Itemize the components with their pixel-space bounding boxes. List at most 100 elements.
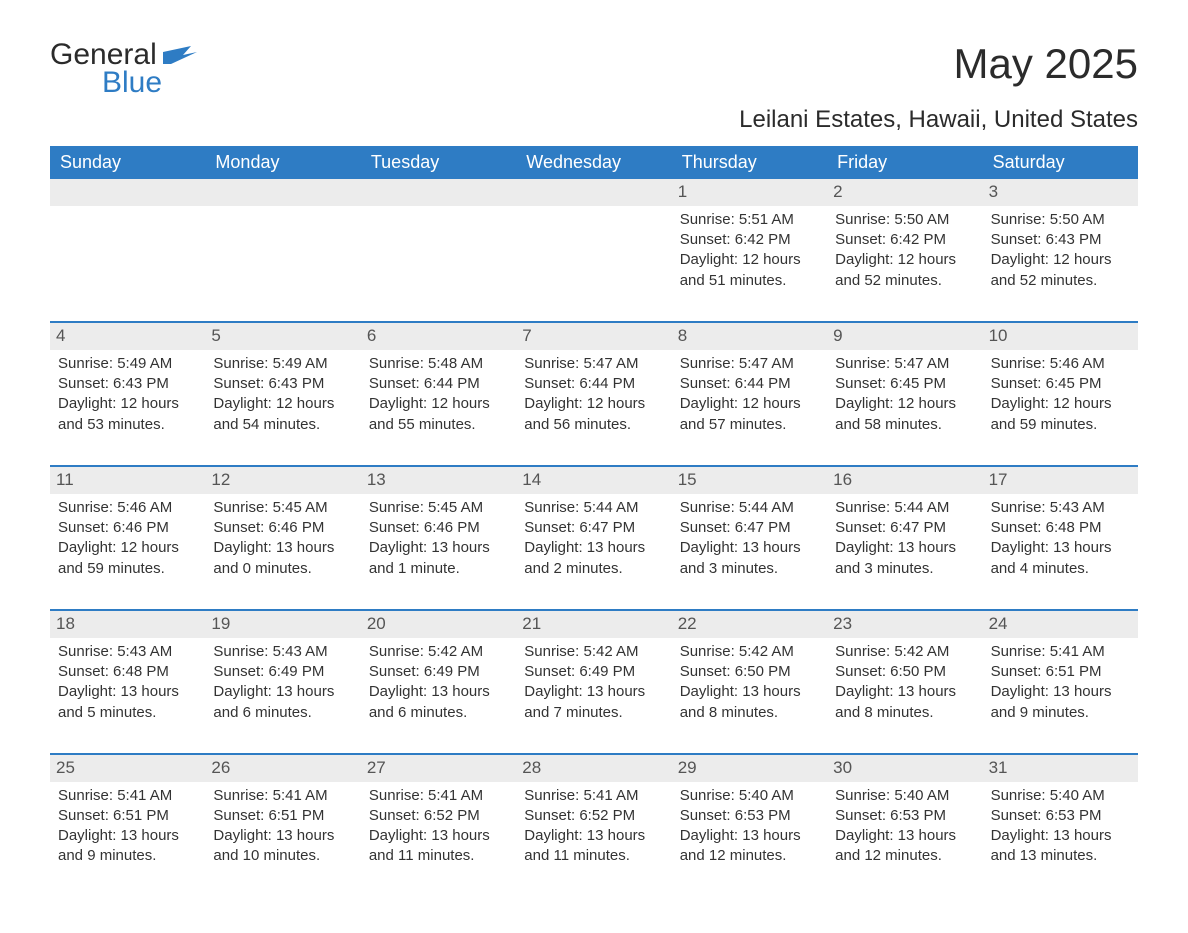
daylight-text: Daylight: 12 hours and 53 minutes. — [58, 394, 197, 435]
day-number: 2 — [827, 179, 982, 206]
daylight-text: Daylight: 13 hours and 12 minutes. — [835, 826, 974, 867]
day-number — [205, 179, 360, 206]
sunrise-text: Sunrise: 5:41 AM — [213, 786, 352, 806]
sunset-text: Sunset: 6:52 PM — [524, 806, 663, 826]
sunrise-text: Sunrise: 5:44 AM — [680, 498, 819, 518]
day-of-week-label: Monday — [205, 146, 360, 179]
sunrise-text: Sunrise: 5:42 AM — [369, 642, 508, 662]
day-of-week-label: Wednesday — [516, 146, 671, 179]
logo-flag-icon — [163, 46, 197, 69]
calendar-day-cell: 8Sunrise: 5:47 AMSunset: 6:44 PMDaylight… — [672, 323, 827, 461]
sunset-text: Sunset: 6:50 PM — [680, 662, 819, 682]
day-number: 15 — [672, 467, 827, 494]
sunset-text: Sunset: 6:51 PM — [213, 806, 352, 826]
sunrise-text: Sunrise: 5:45 AM — [213, 498, 352, 518]
location-subtitle: Leilani Estates, Hawaii, United States — [50, 106, 1138, 134]
sunrise-text: Sunrise: 5:42 AM — [680, 642, 819, 662]
day-number: 14 — [516, 467, 671, 494]
calendar-day-cell: 7Sunrise: 5:47 AMSunset: 6:44 PMDaylight… — [516, 323, 671, 461]
calendar-day-cell: 30Sunrise: 5:40 AMSunset: 6:53 PMDayligh… — [827, 755, 982, 893]
sunrise-text: Sunrise: 5:44 AM — [835, 498, 974, 518]
day-number: 24 — [983, 611, 1138, 638]
sunset-text: Sunset: 6:44 PM — [369, 374, 508, 394]
page-header: General Blue May 2025 — [50, 40, 1138, 100]
calendar-day-cell: 17Sunrise: 5:43 AMSunset: 6:48 PMDayligh… — [983, 467, 1138, 605]
sunset-text: Sunset: 6:46 PM — [369, 518, 508, 538]
day-number: 28 — [516, 755, 671, 782]
sunset-text: Sunset: 6:48 PM — [58, 662, 197, 682]
sunset-text: Sunset: 6:45 PM — [991, 374, 1130, 394]
sunset-text: Sunset: 6:44 PM — [524, 374, 663, 394]
daylight-text: Daylight: 13 hours and 7 minutes. — [524, 682, 663, 723]
sunset-text: Sunset: 6:52 PM — [369, 806, 508, 826]
daylight-text: Daylight: 13 hours and 1 minute. — [369, 538, 508, 579]
sunrise-text: Sunrise: 5:50 AM — [991, 210, 1130, 230]
daylight-text: Daylight: 12 hours and 58 minutes. — [835, 394, 974, 435]
calendar-day-cell: 11Sunrise: 5:46 AMSunset: 6:46 PMDayligh… — [50, 467, 205, 605]
calendar-day-cell: 31Sunrise: 5:40 AMSunset: 6:53 PMDayligh… — [983, 755, 1138, 893]
day-number: 5 — [205, 323, 360, 350]
calendar-empty-cell — [205, 179, 360, 317]
sunrise-text: Sunrise: 5:41 AM — [58, 786, 197, 806]
daylight-text: Daylight: 12 hours and 51 minutes. — [680, 250, 819, 291]
calendar-day-cell: 9Sunrise: 5:47 AMSunset: 6:45 PMDaylight… — [827, 323, 982, 461]
sunset-text: Sunset: 6:50 PM — [835, 662, 974, 682]
sunset-text: Sunset: 6:51 PM — [58, 806, 197, 826]
daylight-text: Daylight: 12 hours and 56 minutes. — [524, 394, 663, 435]
calendar-day-cell: 16Sunrise: 5:44 AMSunset: 6:47 PMDayligh… — [827, 467, 982, 605]
day-number: 20 — [361, 611, 516, 638]
sunset-text: Sunset: 6:53 PM — [680, 806, 819, 826]
day-number: 31 — [983, 755, 1138, 782]
sunrise-text: Sunrise: 5:44 AM — [524, 498, 663, 518]
sunset-text: Sunset: 6:46 PM — [213, 518, 352, 538]
day-number: 9 — [827, 323, 982, 350]
day-number: 25 — [50, 755, 205, 782]
sunset-text: Sunset: 6:47 PM — [835, 518, 974, 538]
calendar-day-cell: 24Sunrise: 5:41 AMSunset: 6:51 PMDayligh… — [983, 611, 1138, 749]
day-number: 27 — [361, 755, 516, 782]
calendar-day-cell: 10Sunrise: 5:46 AMSunset: 6:45 PMDayligh… — [983, 323, 1138, 461]
day-number: 22 — [672, 611, 827, 638]
sunrise-text: Sunrise: 5:47 AM — [835, 354, 974, 374]
calendar-day-cell: 20Sunrise: 5:42 AMSunset: 6:49 PMDayligh… — [361, 611, 516, 749]
calendar-week-row: 4Sunrise: 5:49 AMSunset: 6:43 PMDaylight… — [50, 321, 1138, 461]
sunrise-text: Sunrise: 5:42 AM — [835, 642, 974, 662]
sunset-text: Sunset: 6:49 PM — [369, 662, 508, 682]
daylight-text: Daylight: 13 hours and 12 minutes. — [680, 826, 819, 867]
sunrise-text: Sunrise: 5:46 AM — [991, 354, 1130, 374]
calendar-day-cell: 12Sunrise: 5:45 AMSunset: 6:46 PMDayligh… — [205, 467, 360, 605]
sunset-text: Sunset: 6:42 PM — [835, 230, 974, 250]
calendar-week-row: 1Sunrise: 5:51 AMSunset: 6:42 PMDaylight… — [50, 179, 1138, 317]
day-number: 17 — [983, 467, 1138, 494]
daylight-text: Daylight: 13 hours and 8 minutes. — [835, 682, 974, 723]
day-number: 7 — [516, 323, 671, 350]
daylight-text: Daylight: 13 hours and 2 minutes. — [524, 538, 663, 579]
sunrise-text: Sunrise: 5:41 AM — [991, 642, 1130, 662]
day-number: 23 — [827, 611, 982, 638]
day-number: 11 — [50, 467, 205, 494]
sunrise-text: Sunrise: 5:48 AM — [369, 354, 508, 374]
calendar-week-row: 25Sunrise: 5:41 AMSunset: 6:51 PMDayligh… — [50, 753, 1138, 893]
sunset-text: Sunset: 6:44 PM — [680, 374, 819, 394]
daylight-text: Daylight: 13 hours and 11 minutes. — [524, 826, 663, 867]
day-number: 13 — [361, 467, 516, 494]
daylight-text: Daylight: 12 hours and 52 minutes. — [835, 250, 974, 291]
calendar-day-cell: 4Sunrise: 5:49 AMSunset: 6:43 PMDaylight… — [50, 323, 205, 461]
sunset-text: Sunset: 6:43 PM — [213, 374, 352, 394]
day-number — [361, 179, 516, 206]
calendar-day-cell: 23 Sunrise: 5:42 AMSunset: 6:50 PMDayligh… — [827, 611, 982, 749]
logo-text-block: General Blue — [50, 40, 197, 100]
day-number: 26 — [205, 755, 360, 782]
sunrise-text: Sunrise: 5:45 AM — [369, 498, 508, 518]
calendar-empty-cell — [50, 179, 205, 317]
sunset-text: Sunset: 6:51 PM — [991, 662, 1130, 682]
calendar-day-cell: 1Sunrise: 5:51 AMSunset: 6:42 PMDaylight… — [672, 179, 827, 317]
sunset-text: Sunset: 6:47 PM — [680, 518, 819, 538]
daylight-text: Daylight: 13 hours and 11 minutes. — [369, 826, 508, 867]
sunrise-text: Sunrise: 5:40 AM — [680, 786, 819, 806]
logo-word-2: Blue — [102, 66, 197, 100]
daylight-text: Daylight: 13 hours and 6 minutes. — [213, 682, 352, 723]
calendar-day-cell: 18Sunrise: 5:43 AMSunset: 6:48 PMDayligh… — [50, 611, 205, 749]
calendar-day-cell: 2Sunrise: 5:50 AMSunset: 6:42 PMDaylight… — [827, 179, 982, 317]
sunset-text: Sunset: 6:49 PM — [524, 662, 663, 682]
